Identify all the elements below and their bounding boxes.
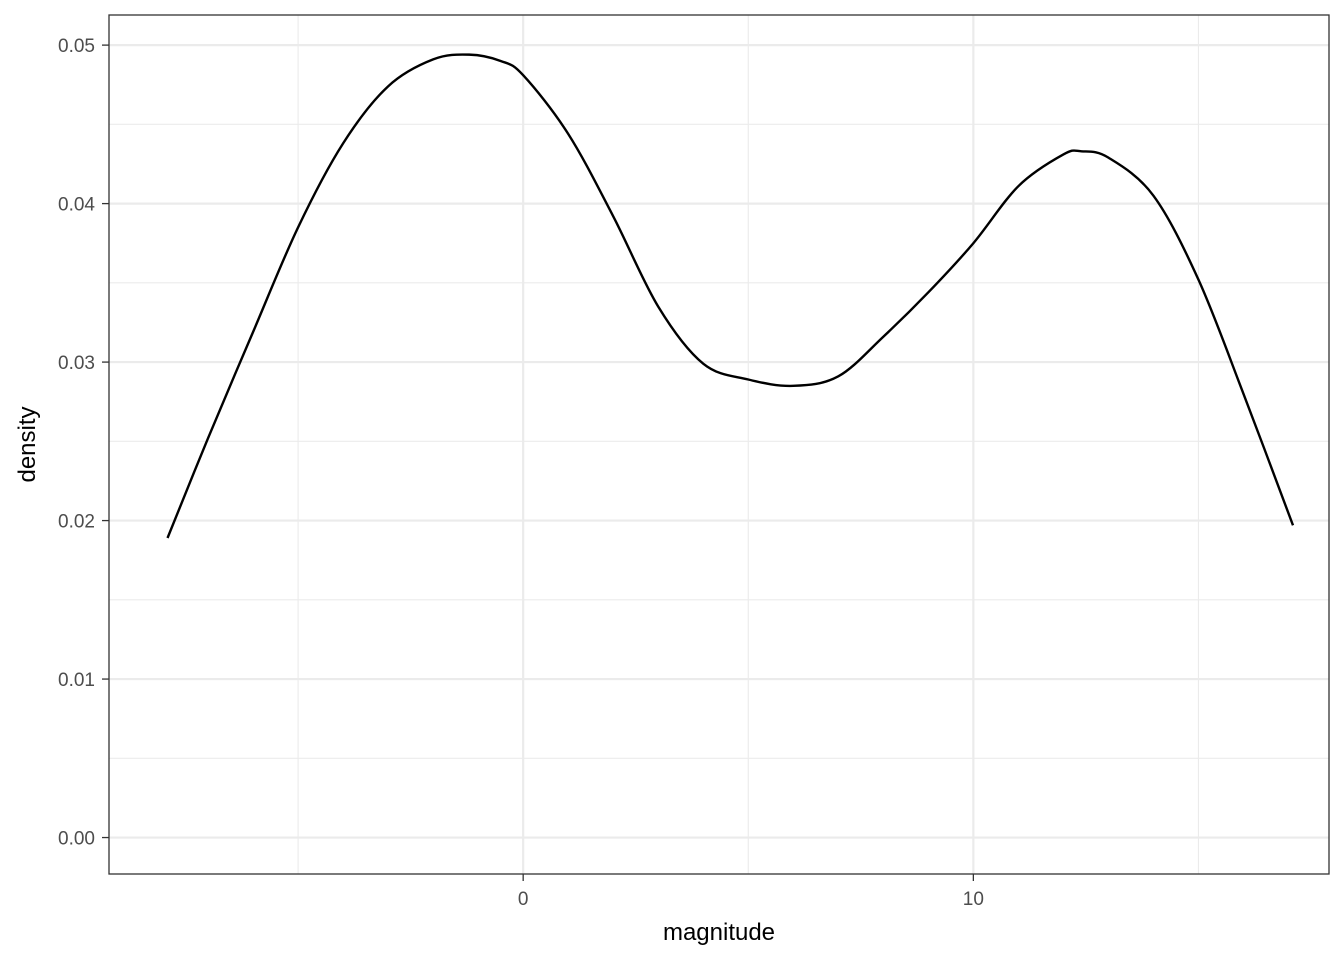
y-axis-title: density [14,406,41,482]
x-tick-label: 10 [963,889,984,910]
y-tick-label: 0.02 [58,512,95,533]
x-axis-title: magnitude [663,919,775,946]
axis-ticks: 0 10 0.00 0.01 0.02 0.03 0.04 0.05 [58,36,984,910]
density-series-line [166,53,1295,539]
y-tick-label: 0.04 [58,195,95,216]
y-tick-label: 0.03 [58,353,95,374]
y-tick-label: 0.00 [58,829,95,850]
x-tick-label: 0 [518,889,529,910]
y-tick-label: 0.05 [58,36,95,57]
y-tick-label: 0.01 [58,670,95,691]
grid-lines [109,15,1329,874]
panel-border [108,14,1330,875]
